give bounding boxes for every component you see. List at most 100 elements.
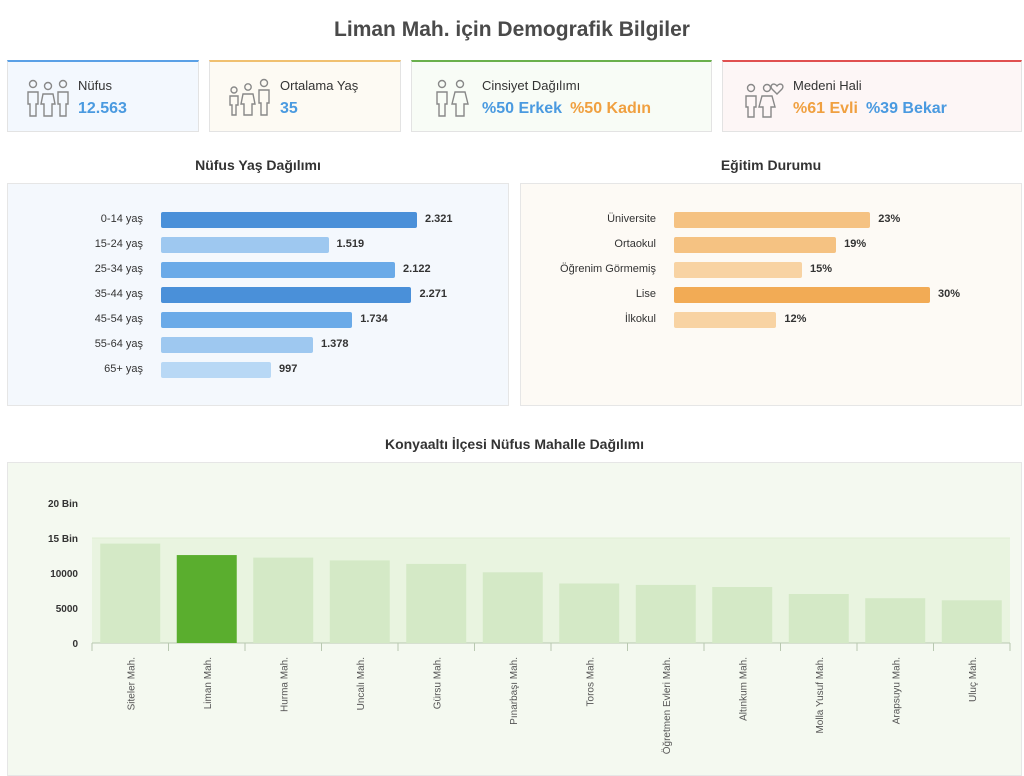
y-tick-label: 10000 [50,569,78,580]
x-tick-label: Hurma Mah. [279,657,290,712]
bar [674,237,837,253]
value-label: 2.122 [403,263,431,275]
district-chart-svg: 0 5000 10000 15 Bin 20 Bin Siteler Mah. Liman … [48,499,1011,754]
x-tick-label: Toros Mah. [585,657,596,706]
marital-title: Medeni Hali [793,78,862,93]
category-label: Ortaokul [614,238,656,250]
bar [674,262,802,278]
x-tick-label: Uncalı Mah. [356,657,367,710]
x-tick-label: Arapsuyu Mah. [891,657,902,724]
value-label: 997 [278,363,298,375]
category-label: Lise [635,288,656,300]
category-label: 15-24 yaş [94,238,143,250]
value-label: 1.734 [360,313,388,325]
education-chart-title: Eğitim Durumu [720,157,822,173]
marital-card: Medeni Hali %61 Evli %39 Bekar [722,60,1022,132]
value-label: 23% [878,213,901,225]
bar [100,543,161,643]
education-chart: Üniversite 23% Ortaokul 19% Öğrenim Görmemiş… [520,183,1022,406]
couple-heart-icon [745,83,784,118]
single-share: %39 Bekar [865,100,947,117]
x-tick-label: Siteler Mah. [126,657,137,710]
population-card: Nüfus 12.563 [7,60,199,132]
bar [674,312,777,328]
bar [406,563,467,643]
district-chart-title: Konyaaltı İlçesi Nüfus Mahalle Dağılımı [384,436,645,452]
value-label: 15% [810,263,833,275]
bar-row: 45-54 yaş 1.734 [8,312,508,328]
value-label: 1.378 [320,338,349,350]
bar-row: 25-34 yaş 2.122 [8,262,508,278]
bar [482,572,543,643]
category-label: 55-64 yaş [94,338,143,350]
gender-icon [436,79,469,117]
page-title: Liman Mah. için Demografik Bilgiler [334,18,690,41]
marital-values: %61 Evli %39 Bekar [793,100,947,118]
bar [559,583,620,643]
value-label: 1.519 [336,238,365,250]
x-tick-label: Uluç Mah. [968,657,979,702]
category-label: 45-54 yaş [94,313,143,325]
age-chart: 0-14 yaş 2.321 15-24 yaş 1.519 25-34 yaş 2.12… [7,183,509,406]
bar-row: 35-44 yaş 2.271 [8,287,508,303]
avg-age-value: 35 [280,100,298,117]
avg-age-title: Ortalama Yaş [280,78,359,93]
age-chart-title: Nüfus Yaş Dağılımı [195,157,321,173]
category-label: 25-34 yaş [94,263,143,275]
bar [788,594,849,643]
value-label: 19% [844,238,867,250]
population-title: Nüfus [78,78,112,93]
female-share: %50 Kadın [570,100,651,117]
y-tick-label: 0 [72,639,78,650]
district-chart: 0 5000 10000 15 Bin 20 Bin Siteler Mah. Liman … [7,462,1022,776]
bar [329,560,390,643]
bar [161,337,313,353]
bar [941,600,1002,643]
gender-values: %50 Erkek %50 Kadın [482,100,651,118]
bar [161,237,329,253]
bar [865,598,926,643]
value-label: 30% [938,288,961,300]
gender-card: Cinsiyet Dağılımı %50 Erkek %50 Kadın [411,60,712,132]
category-label: İlkokul [624,313,656,325]
population-value: 12.563 [78,100,127,117]
x-tick-label: Gürsu Mah. [432,657,443,709]
bar-row: 55-64 yaş 1.378 [8,337,508,353]
family-icon [27,79,69,117]
gender-title: Cinsiyet Dağılımı [482,78,581,93]
bar [674,287,930,303]
category-label: Üniversite [607,213,656,225]
bar [161,262,396,278]
bar-row: 15-24 yaş 1.519 [8,237,508,253]
x-tick-label: Molla Yusuf Mah. [815,657,826,734]
category-label: 65+ yaş [104,363,143,375]
bar [635,584,696,643]
plot-band [92,538,1010,643]
bar [674,212,871,228]
bar [253,557,314,643]
x-tick-label: Liman Mah. [203,657,214,709]
male-share: %50 Erkek [482,100,563,117]
x-tick-label: Pınarbaşı Mah. [509,657,520,725]
married-share: %61 Evli [793,100,858,117]
bar-row: 65+ yaş 997 [8,362,508,378]
avg-age-card: Ortalama Yaş 35 [209,60,401,132]
bar [712,587,773,643]
y-tick-label: 5000 [56,604,79,615]
bar [161,312,353,328]
category-label: 0-14 yaş [100,213,143,225]
bar [161,212,417,228]
value-label: 12% [784,313,807,325]
bar-row: Lise 30% [521,287,1021,303]
value-label: 2.321 [425,213,453,225]
value-label: 2.271 [419,288,448,300]
x-tick-label: Öğretmen Evleri Mah. [661,657,673,754]
bar [161,362,271,378]
x-tick-label: Altınkum Mah. [738,657,749,721]
bar [161,287,412,303]
age-group-icon [229,78,270,116]
bar-row: Öğrenim Görmemiş 15% [521,262,1021,278]
bar-row: Üniversite 23% [521,212,1021,228]
y-tick-label: 15 Bin [48,534,78,545]
category-label: Öğrenim Görmemiş [560,263,656,275]
